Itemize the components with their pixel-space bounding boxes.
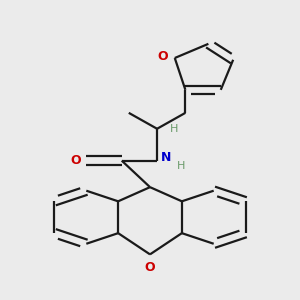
- Text: O: O: [157, 50, 168, 63]
- Text: H: H: [169, 124, 178, 134]
- Text: H: H: [176, 161, 185, 171]
- Text: N: N: [160, 151, 171, 164]
- Text: O: O: [70, 154, 81, 167]
- Text: O: O: [145, 261, 155, 274]
